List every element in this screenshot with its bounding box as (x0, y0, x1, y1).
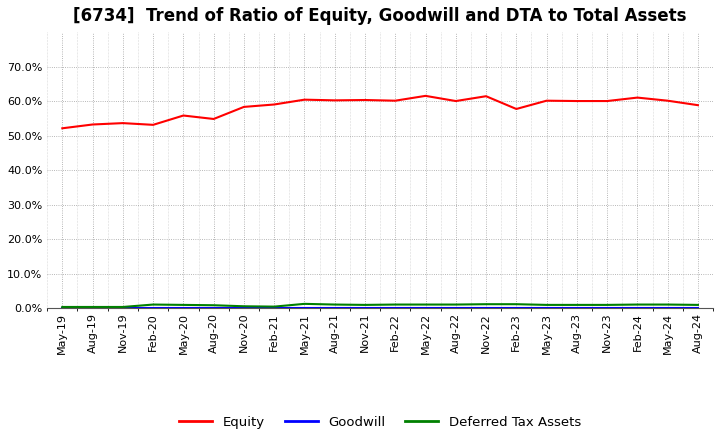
Deferred Tax Assets (391, 302, 400, 307)
Goodwill (58, 305, 67, 311)
Equity (451, 99, 460, 104)
Title: [6734]  Trend of Ratio of Equity, Goodwill and DTA to Total Assets: [6734] Trend of Ratio of Equity, Goodwil… (73, 7, 687, 25)
Equity (512, 106, 521, 112)
Equity (89, 122, 97, 127)
Equity (542, 98, 551, 103)
Goodwill (542, 305, 551, 311)
Deferred Tax Assets (300, 301, 309, 307)
Goodwill (149, 305, 158, 311)
Goodwill (451, 305, 460, 311)
Deferred Tax Assets (119, 304, 127, 310)
Goodwill (512, 305, 521, 311)
Deferred Tax Assets (58, 304, 67, 310)
Equity (391, 98, 400, 103)
Equity (330, 98, 339, 103)
Goodwill (572, 305, 581, 311)
Equity (149, 122, 158, 128)
Deferred Tax Assets (512, 301, 521, 307)
Equity (300, 97, 309, 103)
Goodwill (300, 305, 309, 311)
Equity (179, 113, 188, 118)
Deferred Tax Assets (210, 303, 218, 308)
Equity (693, 103, 702, 108)
Equity (572, 99, 581, 104)
Deferred Tax Assets (542, 302, 551, 308)
Legend: Equity, Goodwill, Deferred Tax Assets: Equity, Goodwill, Deferred Tax Assets (174, 411, 586, 434)
Goodwill (179, 305, 188, 311)
Deferred Tax Assets (633, 302, 642, 307)
Goodwill (482, 305, 490, 311)
Deferred Tax Assets (482, 301, 490, 307)
Equity (482, 94, 490, 99)
Goodwill (663, 305, 672, 311)
Goodwill (210, 305, 218, 311)
Line: Deferred Tax Assets: Deferred Tax Assets (63, 304, 698, 307)
Equity (633, 95, 642, 100)
Goodwill (603, 305, 611, 311)
Equity (270, 102, 279, 107)
Equity (119, 121, 127, 126)
Equity (603, 99, 611, 104)
Deferred Tax Assets (361, 302, 369, 308)
Goodwill (89, 305, 97, 311)
Deferred Tax Assets (149, 302, 158, 307)
Equity (240, 104, 248, 110)
Goodwill (391, 305, 400, 311)
Deferred Tax Assets (603, 302, 611, 308)
Goodwill (119, 305, 127, 311)
Deferred Tax Assets (572, 302, 581, 308)
Deferred Tax Assets (179, 302, 188, 308)
Deferred Tax Assets (663, 302, 672, 307)
Equity (663, 98, 672, 103)
Deferred Tax Assets (421, 302, 430, 307)
Goodwill (330, 305, 339, 311)
Goodwill (633, 305, 642, 311)
Goodwill (421, 305, 430, 311)
Goodwill (270, 305, 279, 311)
Equity (58, 126, 67, 131)
Deferred Tax Assets (240, 304, 248, 309)
Goodwill (361, 305, 369, 311)
Deferred Tax Assets (451, 302, 460, 307)
Goodwill (240, 305, 248, 311)
Goodwill (693, 305, 702, 311)
Deferred Tax Assets (693, 302, 702, 308)
Equity (361, 97, 369, 103)
Deferred Tax Assets (89, 304, 97, 310)
Equity (210, 116, 218, 121)
Deferred Tax Assets (270, 304, 279, 309)
Equity (421, 93, 430, 99)
Deferred Tax Assets (330, 302, 339, 307)
Line: Equity: Equity (63, 96, 698, 128)
